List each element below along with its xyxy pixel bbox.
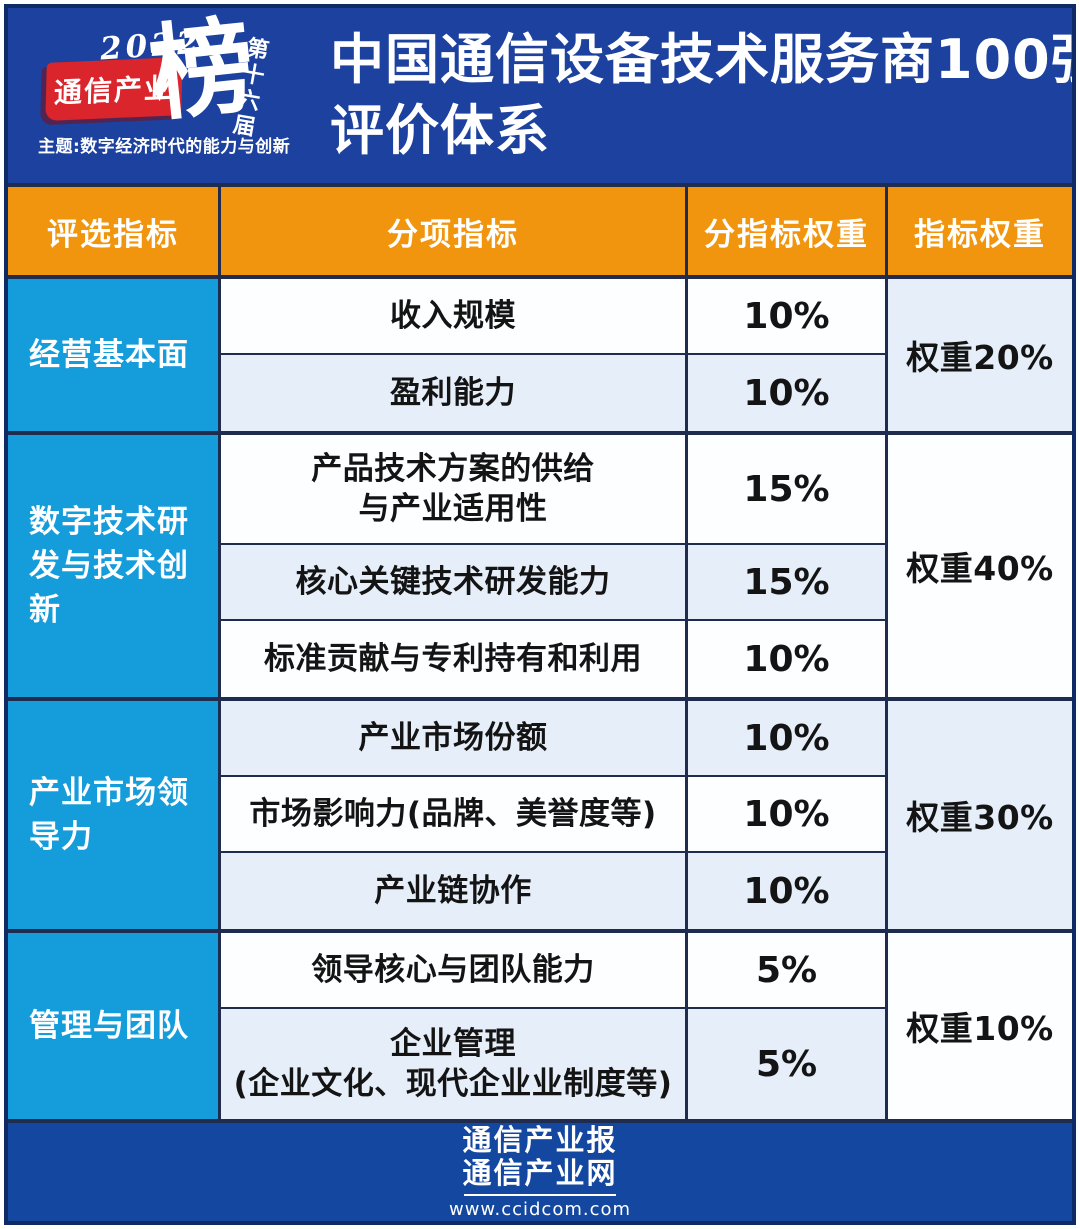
sub-indicator-name: 标准贡献与专利持有和利用 xyxy=(221,621,688,697)
indicator-group: 产业市场领导力 产业市场份额 10% 市场影响力(品牌、美誉度等) 10% 产业链协作 10… xyxy=(8,701,1072,933)
sub-indicator-weight: 10% xyxy=(743,372,830,414)
sub-indicator-list: 产品技术方案的供给 与产业适用性 15% 核心关键技术研发能力 15% 标准贡献与专利持… xyxy=(221,435,885,697)
sub-indicator-weight: 10% xyxy=(743,717,830,759)
evaluation-table: 评选指标 分项指标 分指标权重 指标权重 经营基本面 收入规模 10% 盈利能力 10%… xyxy=(8,183,1072,1123)
sub-indicator-weight: 5% xyxy=(755,1043,818,1085)
sub-indicator-row: 产业链协作 10% xyxy=(221,853,885,929)
group-weight-cell: 权重40% xyxy=(885,435,1072,697)
sub-indicator-row: 领导核心与团队能力 5% xyxy=(221,933,885,1009)
sub-indicator-row: 市场影响力(品牌、美誉度等) 10% xyxy=(221,777,885,853)
sub-indicator-list: 产业市场份额 10% 市场影响力(品牌、美誉度等) 10% 产业链协作 10% xyxy=(221,701,885,929)
footer-brand-newspaper: 通信产业报 xyxy=(462,1123,618,1157)
footer-url: www.ccidcom.com xyxy=(448,1199,632,1220)
column-header-category-weight: 指标权重 xyxy=(885,187,1072,275)
table-body: 经营基本面 收入规模 10% 盈利能力 10% 权重20% 数字技术研发与技术创新 产品技术方… xyxy=(8,279,1072,1119)
page-title: 中国通信设备技术服务商100强 评价体系 xyxy=(330,24,1076,166)
column-header-category: 评选指标 xyxy=(8,187,221,275)
sub-indicator-row: 标准贡献与专利持有和利用 10% xyxy=(221,621,885,697)
sub-indicator-name: 核心关键技术研发能力 xyxy=(221,545,688,619)
indicator-group: 管理与团队 领导核心与团队能力 5% 企业管理 (企业文化、现代企业业制度等) 5% 权重… xyxy=(8,933,1072,1119)
sub-indicator-weight: 10% xyxy=(743,793,830,835)
footer-brand-website: 通信产业网 xyxy=(462,1156,618,1190)
sub-indicator-name: 收入规模 xyxy=(221,279,688,353)
category-cell: 经营基本面 xyxy=(8,279,221,431)
sub-indicator-weight: 15% xyxy=(743,468,830,510)
category-cell: 管理与团队 xyxy=(8,933,221,1119)
sub-indicator-weight: 15% xyxy=(743,561,830,603)
footer-divider xyxy=(464,1194,616,1196)
indicator-group: 经营基本面 收入规模 10% 盈利能力 10% 权重20% xyxy=(8,279,1072,435)
sub-indicator-weight: 10% xyxy=(743,638,830,680)
sub-indicator-name: 市场影响力(品牌、美誉度等) xyxy=(221,777,688,851)
sub-indicator-row: 产品技术方案的供给 与产业适用性 15% xyxy=(221,435,885,545)
masthead: 2022 通信产业 榜 第十六届 主题:数字经济时代的能力与创新 中国通信设备技… xyxy=(8,8,1072,183)
column-header-sub-indicator: 分项指标 xyxy=(221,187,688,275)
group-weight-cell: 权重20% xyxy=(885,279,1072,431)
sub-indicator-list: 领导核心与团队能力 5% 企业管理 (企业文化、现代企业业制度等) 5% xyxy=(221,933,885,1119)
sub-indicator-name: 企业管理 (企业文化、现代企业业制度等) xyxy=(221,1009,688,1119)
sub-indicator-row: 产业市场份额 10% xyxy=(221,701,885,777)
page-title-line1: 中国通信设备技术服务商100强 xyxy=(330,28,1076,91)
sub-indicator-row: 盈利能力 10% xyxy=(221,355,885,431)
indicator-group: 数字技术研发与技术创新 产品技术方案的供给 与产业适用性 15% 核心关键技术研发能力… xyxy=(8,435,1072,701)
sub-indicator-row: 收入规模 10% xyxy=(221,279,885,355)
sub-indicator-name: 产业市场份额 xyxy=(221,701,688,775)
page-frame: 2022 通信产业 榜 第十六届 主题:数字经济时代的能力与创新 中国通信设备技… xyxy=(4,4,1076,1225)
sub-indicator-name: 盈利能力 xyxy=(221,355,688,431)
category-cell: 数字技术研发与技术创新 xyxy=(8,435,221,697)
sub-indicator-name: 产品技术方案的供给 与产业适用性 xyxy=(221,435,688,543)
sub-indicator-row: 企业管理 (企业文化、现代企业业制度等) 5% xyxy=(221,1009,885,1119)
sub-indicator-row: 核心关键技术研发能力 15% xyxy=(221,545,885,621)
sub-indicator-weight: 5% xyxy=(755,949,818,991)
sub-indicator-name: 领导核心与团队能力 xyxy=(221,933,688,1007)
group-weight-cell: 权重30% xyxy=(885,701,1072,929)
brand-logo-badge: 2022 通信产业 榜 第十六届 主题:数字经济时代的能力与创新 xyxy=(8,8,318,183)
page-title-line2: 评价体系 xyxy=(330,99,550,162)
sub-indicator-weight: 10% xyxy=(743,295,830,337)
group-weight-cell: 权重10% xyxy=(885,933,1072,1119)
category-cell: 产业市场领导力 xyxy=(8,701,221,929)
sub-indicator-list: 收入规模 10% 盈利能力 10% xyxy=(221,279,885,431)
sub-indicator-name: 产业链协作 xyxy=(221,853,688,929)
sub-indicator-weight: 10% xyxy=(743,870,830,912)
column-header-sub-weight: 分指标权重 xyxy=(704,216,869,253)
footer: 通信产业报 通信产业网 www.ccidcom.com xyxy=(8,1123,1072,1221)
theme-label: 主题:数字经济时代的能力与创新 xyxy=(38,137,291,157)
table-header-row: 评选指标 分项指标 分指标权重 指标权重 xyxy=(8,187,1072,279)
